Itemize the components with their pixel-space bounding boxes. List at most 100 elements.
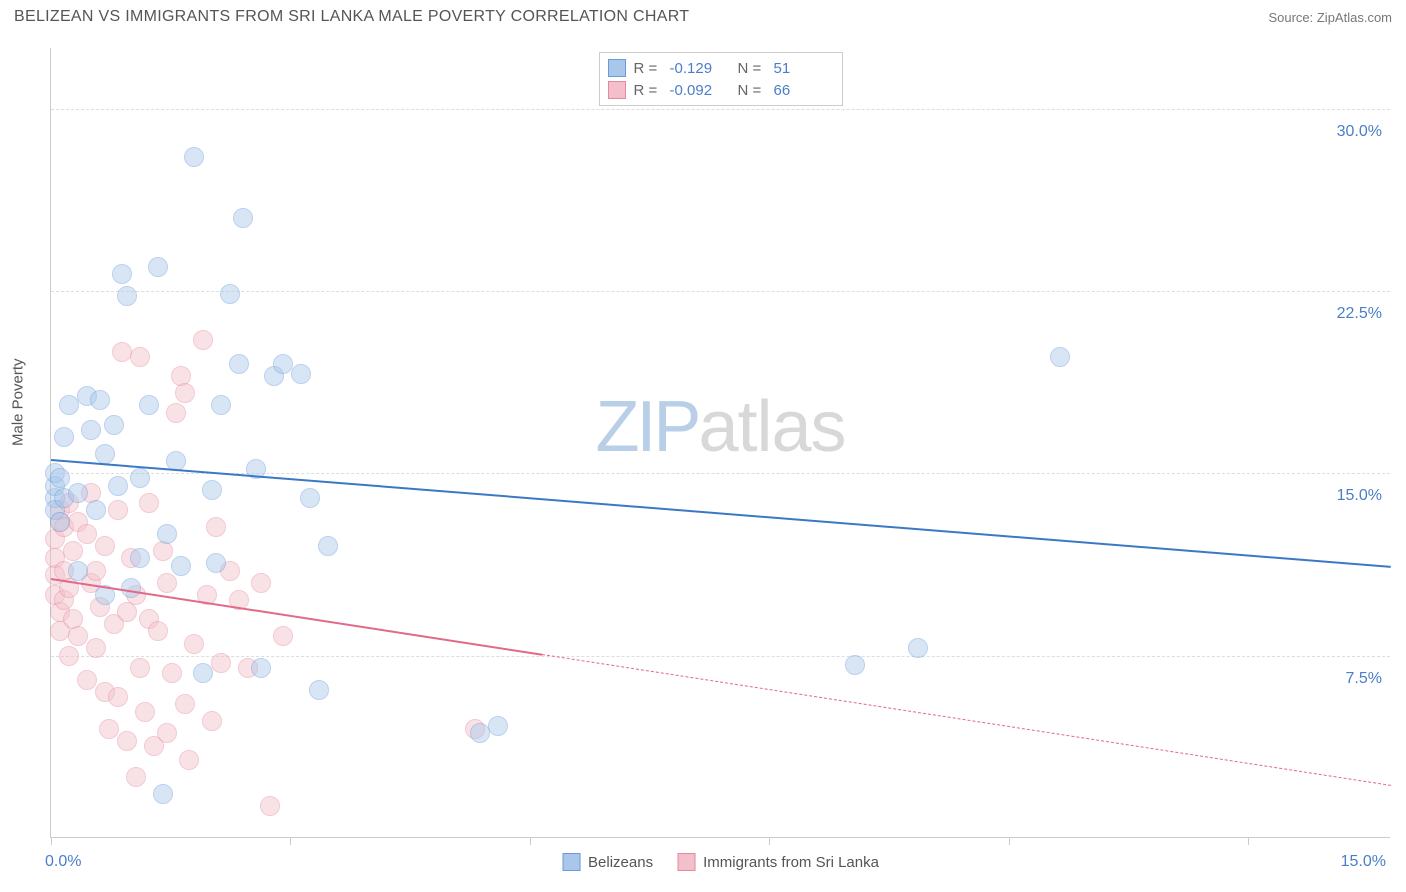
data-point [54, 427, 74, 447]
source-attribution: Source: ZipAtlas.com [1268, 10, 1392, 25]
data-point [139, 395, 159, 415]
legend-R-value-1: -0.092 [670, 82, 730, 99]
gridline [51, 291, 1390, 292]
x-tick [769, 837, 770, 845]
data-point [108, 476, 128, 496]
x-axis-min-label: 0.0% [45, 853, 81, 871]
data-point [77, 670, 97, 690]
legend-label-0: Belizeans [588, 854, 653, 871]
data-point [77, 524, 97, 544]
legend-row-series-0: R = -0.129 N = 51 [608, 57, 834, 79]
legend-item-1: Immigrants from Sri Lanka [677, 853, 879, 871]
scatter-plot-area: ZIPatlas R = -0.129 N = 51 R = -0.092 N … [50, 48, 1390, 838]
data-point [153, 541, 173, 561]
data-point [153, 784, 173, 804]
legend-swatch-0 [608, 59, 626, 77]
data-point [251, 573, 271, 593]
data-point [50, 468, 70, 488]
data-point [488, 716, 508, 736]
legend-N-label: N = [738, 60, 766, 77]
data-point [251, 658, 271, 678]
data-point [184, 147, 204, 167]
data-point [157, 524, 177, 544]
watermark-atlas: atlas [698, 387, 845, 467]
x-tick [1009, 837, 1010, 845]
data-point [300, 488, 320, 508]
data-point [318, 536, 338, 556]
data-point [175, 694, 195, 714]
legend-R-label: R = [634, 82, 662, 99]
data-point [211, 395, 231, 415]
data-point [63, 541, 83, 561]
legend-swatch-bottom-0 [562, 853, 580, 871]
correlation-legend: R = -0.129 N = 51 R = -0.092 N = 66 [599, 52, 843, 106]
data-point [117, 602, 137, 622]
data-point [202, 711, 222, 731]
data-point [130, 347, 150, 367]
data-point [121, 578, 141, 598]
y-tick-label: 15.0% [1337, 487, 1392, 505]
data-point [157, 723, 177, 743]
data-point [86, 638, 106, 658]
gridline [51, 109, 1390, 110]
watermark-zip: ZIP [595, 387, 698, 467]
trendline-extrapolated [542, 654, 1391, 786]
data-point [68, 626, 88, 646]
chart-header: BELIZEAN VS IMMIGRANTS FROM SRI LANKA MA… [0, 0, 1406, 30]
data-point [171, 556, 191, 576]
data-point [179, 750, 199, 770]
data-point [1050, 347, 1070, 367]
data-point [309, 680, 329, 700]
y-tick-label: 7.5% [1346, 670, 1392, 688]
data-point [117, 286, 137, 306]
data-point [86, 561, 106, 581]
x-tick [1248, 837, 1249, 845]
data-point [193, 663, 213, 683]
data-point [148, 257, 168, 277]
x-axis-max-label: 15.0% [1341, 853, 1386, 871]
data-point [202, 480, 222, 500]
y-axis-title: Male Poverty [10, 358, 27, 446]
chart-title: BELIZEAN VS IMMIGRANTS FROM SRI LANKA MA… [14, 8, 689, 26]
data-point [108, 500, 128, 520]
data-point [95, 536, 115, 556]
data-point [220, 284, 240, 304]
legend-N-value-0: 51 [774, 60, 834, 77]
legend-R-label: R = [634, 60, 662, 77]
x-tick [290, 837, 291, 845]
data-point [68, 561, 88, 581]
trendline [51, 459, 1391, 568]
data-point [211, 653, 231, 673]
legend-swatch-1 [608, 81, 626, 99]
legend-row-series-1: R = -0.092 N = 66 [608, 79, 834, 101]
data-point [175, 383, 195, 403]
data-point [50, 512, 70, 532]
data-point [157, 573, 177, 593]
data-point [135, 702, 155, 722]
data-point [148, 621, 168, 641]
data-point [112, 264, 132, 284]
legend-swatch-bottom-1 [677, 853, 695, 871]
data-point [86, 500, 106, 520]
data-point [193, 330, 213, 350]
data-point [184, 634, 204, 654]
data-point [108, 687, 128, 707]
data-point [90, 390, 110, 410]
data-point [908, 638, 928, 658]
data-point [162, 663, 182, 683]
data-point [126, 767, 146, 787]
x-tick [51, 837, 52, 845]
data-point [291, 364, 311, 384]
data-point [229, 354, 249, 374]
data-point [206, 553, 226, 573]
data-point [166, 403, 186, 423]
watermark: ZIPatlas [595, 386, 845, 468]
data-point [59, 395, 79, 415]
data-point [117, 731, 137, 751]
legend-label-1: Immigrants from Sri Lanka [703, 854, 879, 871]
data-point [273, 626, 293, 646]
y-tick-label: 22.5% [1337, 305, 1392, 323]
y-tick-label: 30.0% [1337, 123, 1392, 141]
data-point [95, 444, 115, 464]
data-point [68, 483, 88, 503]
